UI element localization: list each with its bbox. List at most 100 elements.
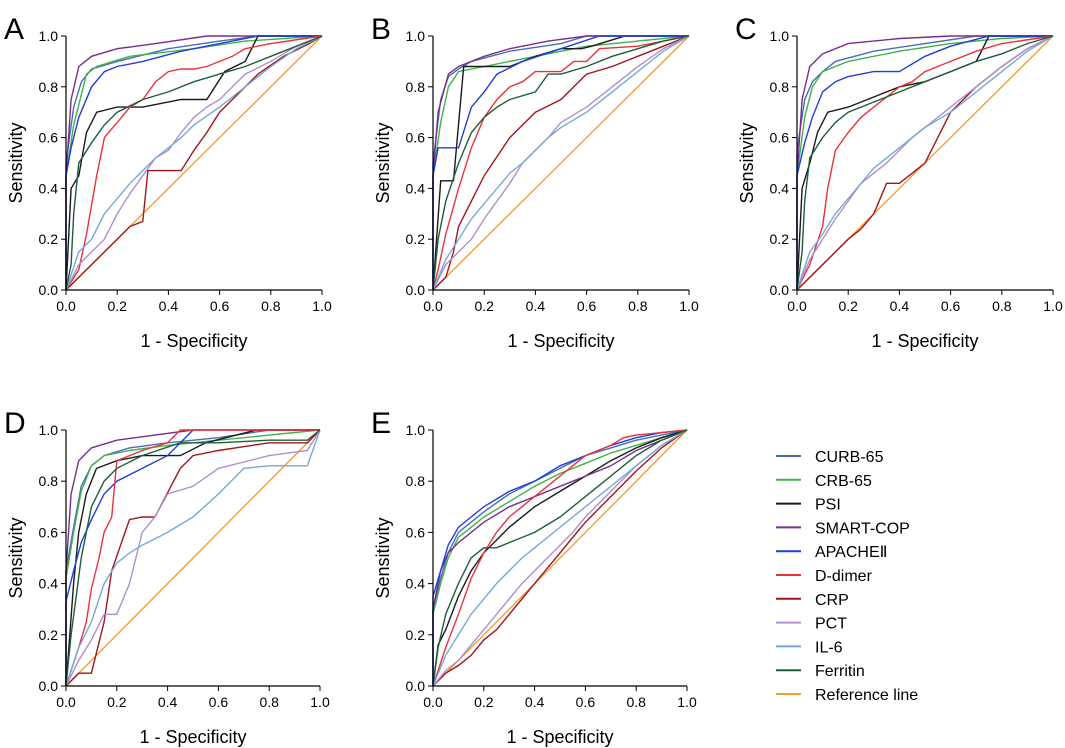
panel-e-line-crp [432,429,688,687]
panel-d-y-axis-title: Sensitivity [6,517,26,598]
panel-c-line-ferritin [796,35,1054,291]
panel-c-line-smart-cop [796,35,1053,290]
legend-label: Reference line [815,687,918,704]
panel-a-line-apache [65,35,322,290]
panel-e-x-tick-label: 0.4 [525,694,545,710]
legend-item-smart-cop: SMART-COP [776,520,910,537]
panel-d-x-tick-label: 0.4 [158,694,178,710]
panel-c-x-tick-label: 0.4 [890,298,910,314]
panel-d-y-tick-label: 0.8 [39,473,59,489]
panel-c-line-pct [796,35,1054,291]
panel-b-x-tick-label: 0.4 [526,298,546,314]
panel-c-series [796,35,1054,291]
panel-a-x-tick-label: 0.4 [159,298,179,314]
panel-c-x-tick-label: 0.0 [787,298,807,314]
panel-c-y-tick-label: 0.8 [770,79,790,95]
panel-e-line-smart-cop [432,429,688,686]
panel-c-x-tick-label: 1.0 [1043,298,1063,314]
legend-item-psi: PSI [776,497,841,514]
roc-panels: 0.0 0.2 0.4 0.6 0.8 1.0 0.0 0.2 0.4 0.6 0.8 1.0 1 - … [4,13,1063,747]
legend-item-reference-line: Reference line [776,687,918,704]
panel-e-y-tick-label: 0.0 [406,678,426,694]
panel-e-x-tick-label: 0.6 [576,694,596,710]
panel-b-x-tick-label: 1.0 [679,298,699,314]
panel-c-x-tick-label: 0.2 [838,298,858,314]
chart-legend: CURB-65 CRB-65 PSI SMART-COP APACHEⅡ D-dimer C… [776,449,918,704]
panel-c-line-d-dimer [796,35,1054,291]
panel-d-y-tick-label: 0.4 [39,576,59,592]
panel-e-y-tick-label: 0.4 [406,576,426,592]
panel-e-x-tick-label: 0.2 [474,694,494,710]
panel-c: 0.0 0.2 0.4 0.6 0.8 1.0 0.0 0.2 0.4 0.6 0.8 1.0 1 - … [735,13,1063,351]
panel-e-line-curb-65 [432,429,688,686]
panel-c-y-tick-label: 0.0 [770,282,790,298]
legend-item-ferritin: Ferritin [776,663,865,680]
panel-b-x-tick-label: 0.0 [423,298,443,314]
panel-e-line-d-dimer [432,429,688,687]
panel-e-line-psi [432,429,688,687]
panel-b-y-tick-label: 0.0 [406,282,426,298]
panel-a-x-tick-label: 0.0 [56,298,76,314]
panel-c-line-apache [796,35,1053,290]
panel-d-x-tick-label: 0.0 [56,694,76,710]
panel-e: 0.0 0.2 0.4 0.6 0.8 1.0 0.0 0.2 0.4 0.6 0.8 1.0 1 - … [371,407,697,747]
panel-d-series [65,429,321,687]
panel-a-y-tick-label: 0.6 [39,130,59,146]
panel-e-series [432,429,688,687]
panel-b-x-tick-label: 0.8 [628,298,648,314]
panel-d-line-crp [65,429,321,687]
panel-d-line-pct [65,429,321,687]
panel-b-line-reference-line [432,35,690,291]
legend-item-curb-65: CURB-65 [776,449,884,466]
panel-c-x-tick-label: 0.8 [992,298,1012,314]
panel-d-x-tick-label: 0.6 [209,694,229,710]
panel-e-line-pct [432,429,688,687]
panel-d-y-tick-label: 0.2 [39,627,59,643]
legend-item-pct: PCT [776,616,847,633]
panel-e-y-tick-label: 1.0 [406,422,426,438]
panel-a-line-il-6 [65,35,323,291]
panel-d-line-d-dimer [65,429,320,687]
panel-b-x-tick-label: 0.6 [577,298,597,314]
panel-b-y-tick-label: 0.4 [406,180,426,196]
panel-e-line-apache [432,429,688,686]
panel-b-letter: B [371,13,391,46]
panel-d-line-apache [65,429,194,686]
panel-a-line-pct [65,35,323,291]
legend-item-crb-65: CRB-65 [776,473,872,490]
panel-a-series [65,35,323,291]
legend-label: SMART-COP [815,520,910,537]
panel-e-y-tick-label: 0.2 [406,627,426,643]
panel-e-x-tick-label: 0.0 [423,694,443,710]
panel-a-line-crp [65,35,323,291]
panel-a-y-tick-label: 0.2 [39,231,59,247]
legend-label: CURB-65 [815,449,884,466]
panel-b-series [432,35,690,291]
panel-b-y-tick-label: 0.8 [406,79,426,95]
legend-label: PSI [815,497,841,514]
panel-a-line-ferritin [65,35,323,291]
panel-b: 0.0 0.2 0.4 0.6 0.8 1.0 0.0 0.2 0.4 0.6 0.8 1.0 1 - … [371,13,699,351]
panel-d-x-tick-label: 0.8 [259,694,279,710]
panel-c-x-axis-title: 1 - Specificity [871,331,978,351]
panel-c-y-tick-label: 1.0 [770,28,790,44]
panel-a-x-tick-label: 1.0 [312,298,332,314]
legend-label: CRB-65 [815,473,872,490]
legend-label: CRP [815,592,849,609]
legend-item-crp: CRP [776,592,849,609]
legend-item-d-dimer: D-dimer [776,568,873,585]
panel-d-y-tick-label: 0.0 [39,678,59,694]
panel-a-y-tick-label: 0.0 [39,282,59,298]
panel-e-y-axis-title: Sensitivity [373,517,393,598]
panel-e-x-axis-title: 1 - Specificity [506,727,613,747]
panel-d-line-ferritin [65,429,321,687]
panel-b-line-ferritin [432,35,690,291]
panel-e-line-il-6 [432,429,688,687]
panel-b-y-tick-label: 0.6 [406,130,426,146]
panel-a-line-psi [65,35,322,291]
panel-b-y-axis-title: Sensitivity [373,122,393,203]
legend-label: D-dimer [815,568,873,585]
panel-b-line-d-dimer [432,35,690,291]
panel-a-line-curb-65 [65,35,322,290]
